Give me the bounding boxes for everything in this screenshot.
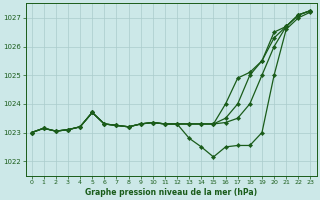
X-axis label: Graphe pression niveau de la mer (hPa): Graphe pression niveau de la mer (hPa)	[85, 188, 257, 197]
